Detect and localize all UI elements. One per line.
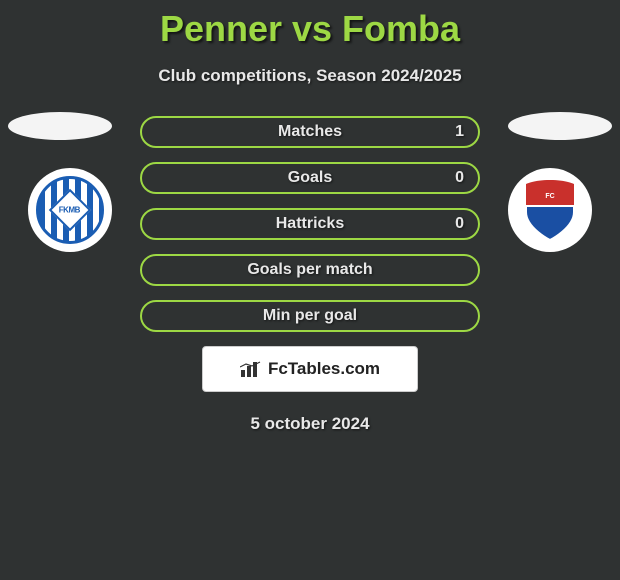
left-team-badge: FKMB [20, 168, 120, 252]
stat-label: Hattricks [276, 215, 344, 233]
stat-label: Matches [278, 123, 342, 141]
stat-right-value: 0 [455, 215, 464, 233]
date-label: 5 october 2024 [0, 414, 620, 434]
stat-row-hattricks: Hattricks 0 [140, 208, 480, 240]
stat-row-goals: Goals 0 [140, 162, 480, 194]
right-team-badge: FC [500, 168, 600, 252]
stat-right-value: 1 [455, 123, 464, 141]
stat-label: Goals [288, 169, 332, 187]
fkmb-text: FKMB [59, 205, 80, 214]
stat-right-value: 0 [455, 169, 464, 187]
left-ellipse-decor [8, 112, 112, 140]
comparison-area: FKMB FC Matches 1 Goals 0 Hattricks 0 Go… [0, 116, 620, 434]
stat-row-matches: Matches 1 [140, 116, 480, 148]
stat-label: Min per goal [263, 307, 357, 325]
attribution-text: FcTables.com [268, 359, 380, 379]
svg-text:FC: FC [545, 193, 554, 200]
stat-row-goals-per-match: Goals per match [140, 254, 480, 286]
right-ellipse-decor [508, 112, 612, 140]
banik-badge-icon: FC [508, 168, 592, 252]
fkmb-badge-icon: FKMB [28, 168, 112, 252]
page-title: Penner vs Fomba [0, 0, 620, 50]
stat-row-min-per-goal: Min per goal [140, 300, 480, 332]
subtitle: Club competitions, Season 2024/2025 [0, 66, 620, 86]
attribution-box[interactable]: FcTables.com [202, 346, 418, 392]
shield-icon: FC [522, 178, 578, 242]
stat-label: Goals per match [247, 261, 372, 279]
bar-chart-icon [240, 360, 262, 378]
